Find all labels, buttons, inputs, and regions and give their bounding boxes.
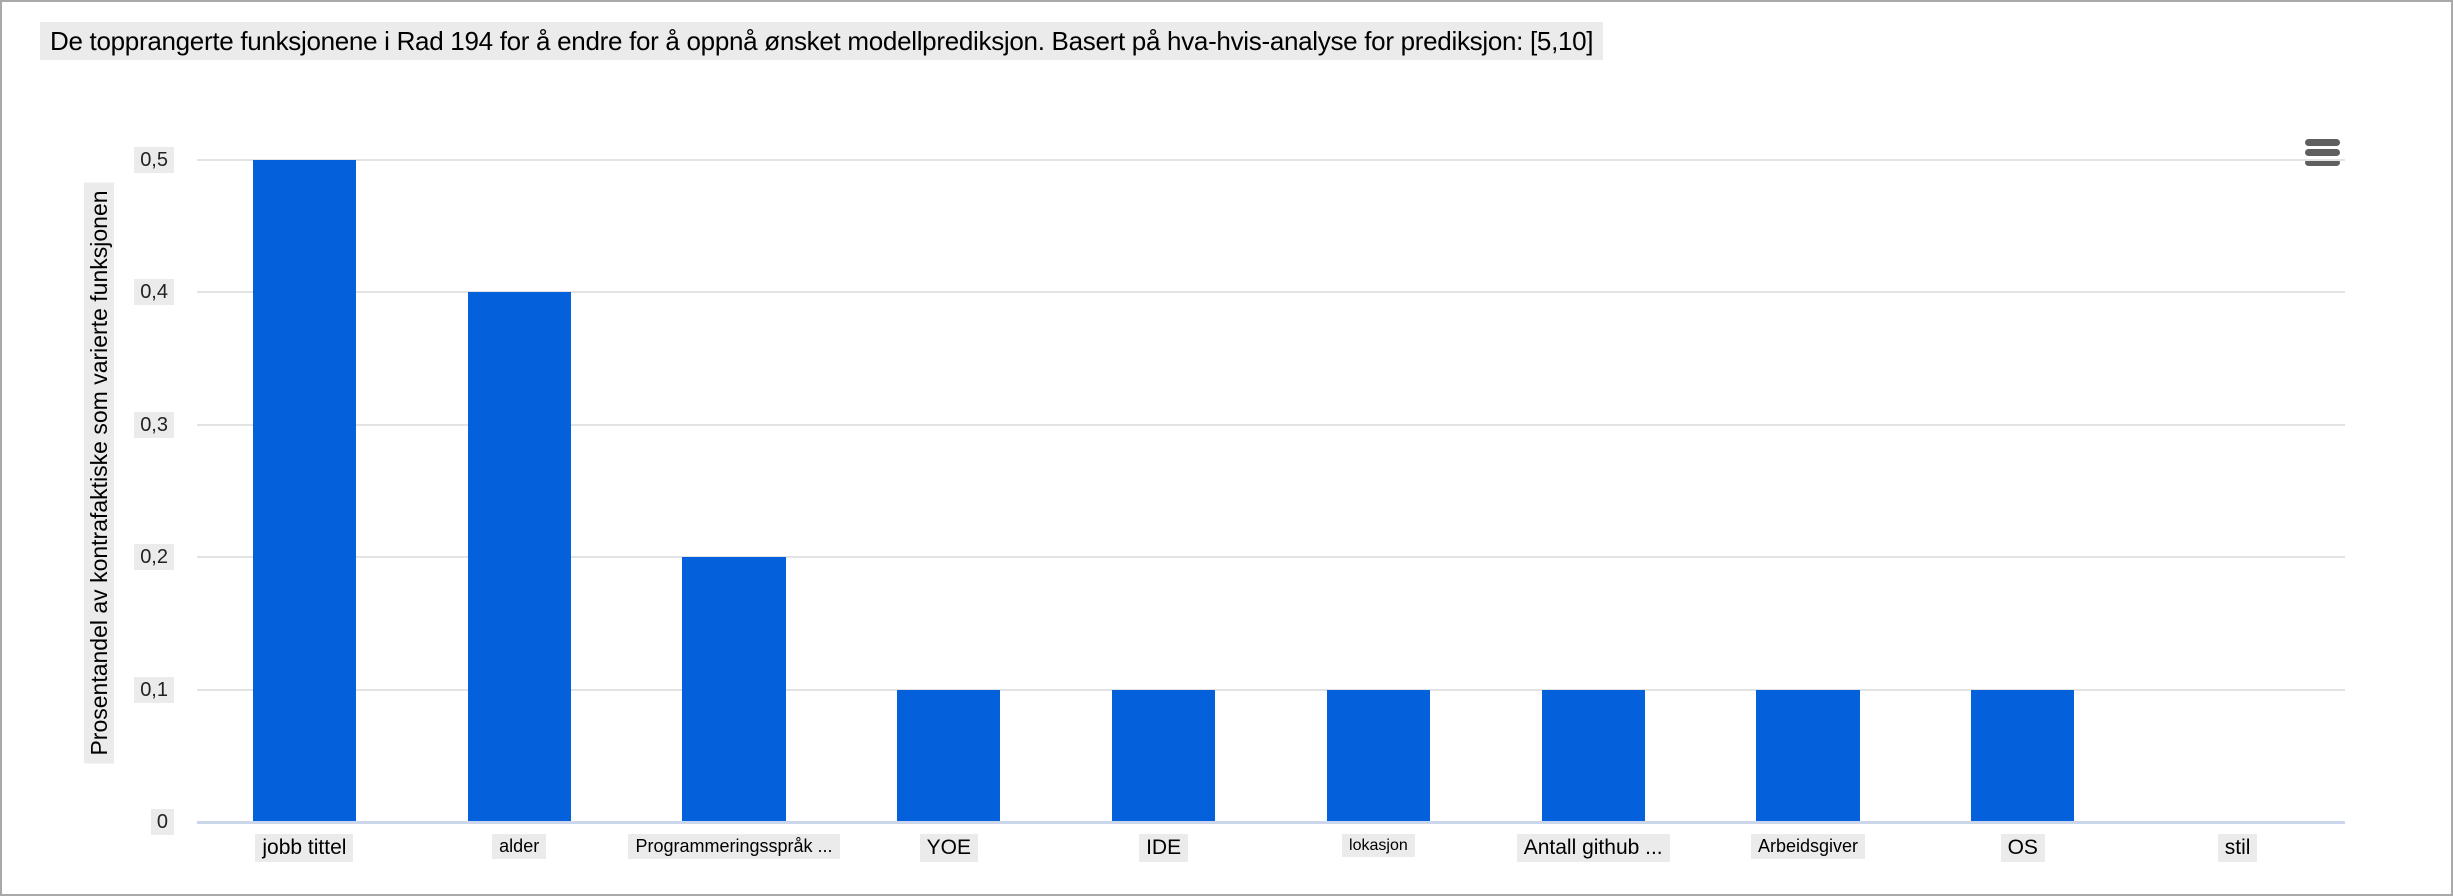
bar[interactable] <box>1112 689 1216 822</box>
x-axis-label: OS <box>2000 834 2045 862</box>
x-axis-label: Arbeidsgiver <box>1750 834 1865 859</box>
x-axis-label: IDE <box>1139 834 1189 862</box>
y-tick-label: 0,1 <box>134 677 174 703</box>
x-axis-label: Programmeringsspråk ... <box>628 834 840 859</box>
chart-title: De topprangerte funksjonene i Rad 194 fo… <box>40 22 1604 60</box>
bar-series <box>197 160 2345 822</box>
x-axis-line <box>197 821 2345 824</box>
y-tick-label: 0 <box>150 809 174 835</box>
bar[interactable] <box>467 292 571 822</box>
chart-context-menu-button[interactable] <box>2295 130 2349 174</box>
bar[interactable] <box>1541 689 1645 822</box>
gridline <box>197 424 2345 426</box>
x-axis-label: alder <box>492 834 547 859</box>
gridline <box>197 159 2345 161</box>
y-tick-label: 0,2 <box>134 544 174 570</box>
bar[interactable] <box>1756 689 1860 822</box>
hamburger-menu-icon <box>2304 136 2340 169</box>
bar[interactable] <box>682 557 786 822</box>
plot-area <box>197 159 2345 824</box>
bar[interactable] <box>1971 689 2075 822</box>
y-tick-label: 0,4 <box>134 279 174 305</box>
gridline <box>197 689 2345 691</box>
x-axis-label: YOE <box>919 834 978 862</box>
gridline <box>197 556 2345 558</box>
y-tick-label: 0,5 <box>134 147 174 173</box>
x-axis-label: lokasjon <box>1342 834 1415 857</box>
gridline <box>197 291 2345 293</box>
x-axis-labels: jobb tittel alder Programmeringsspråk ..… <box>197 834 2345 862</box>
x-axis-label: jobb tittel <box>255 834 354 862</box>
x-axis-label: stil <box>2217 834 2258 862</box>
x-axis-label: Antall github ... <box>1516 834 1670 862</box>
bar[interactable] <box>1326 689 1430 822</box>
bar[interactable] <box>252 160 356 822</box>
bar[interactable] <box>897 689 1001 822</box>
y-tick-label: 0,3 <box>134 412 174 438</box>
y-axis-tick-labels: 0,5 0,4 0,3 0,2 0,1 0 <box>2 2 174 894</box>
